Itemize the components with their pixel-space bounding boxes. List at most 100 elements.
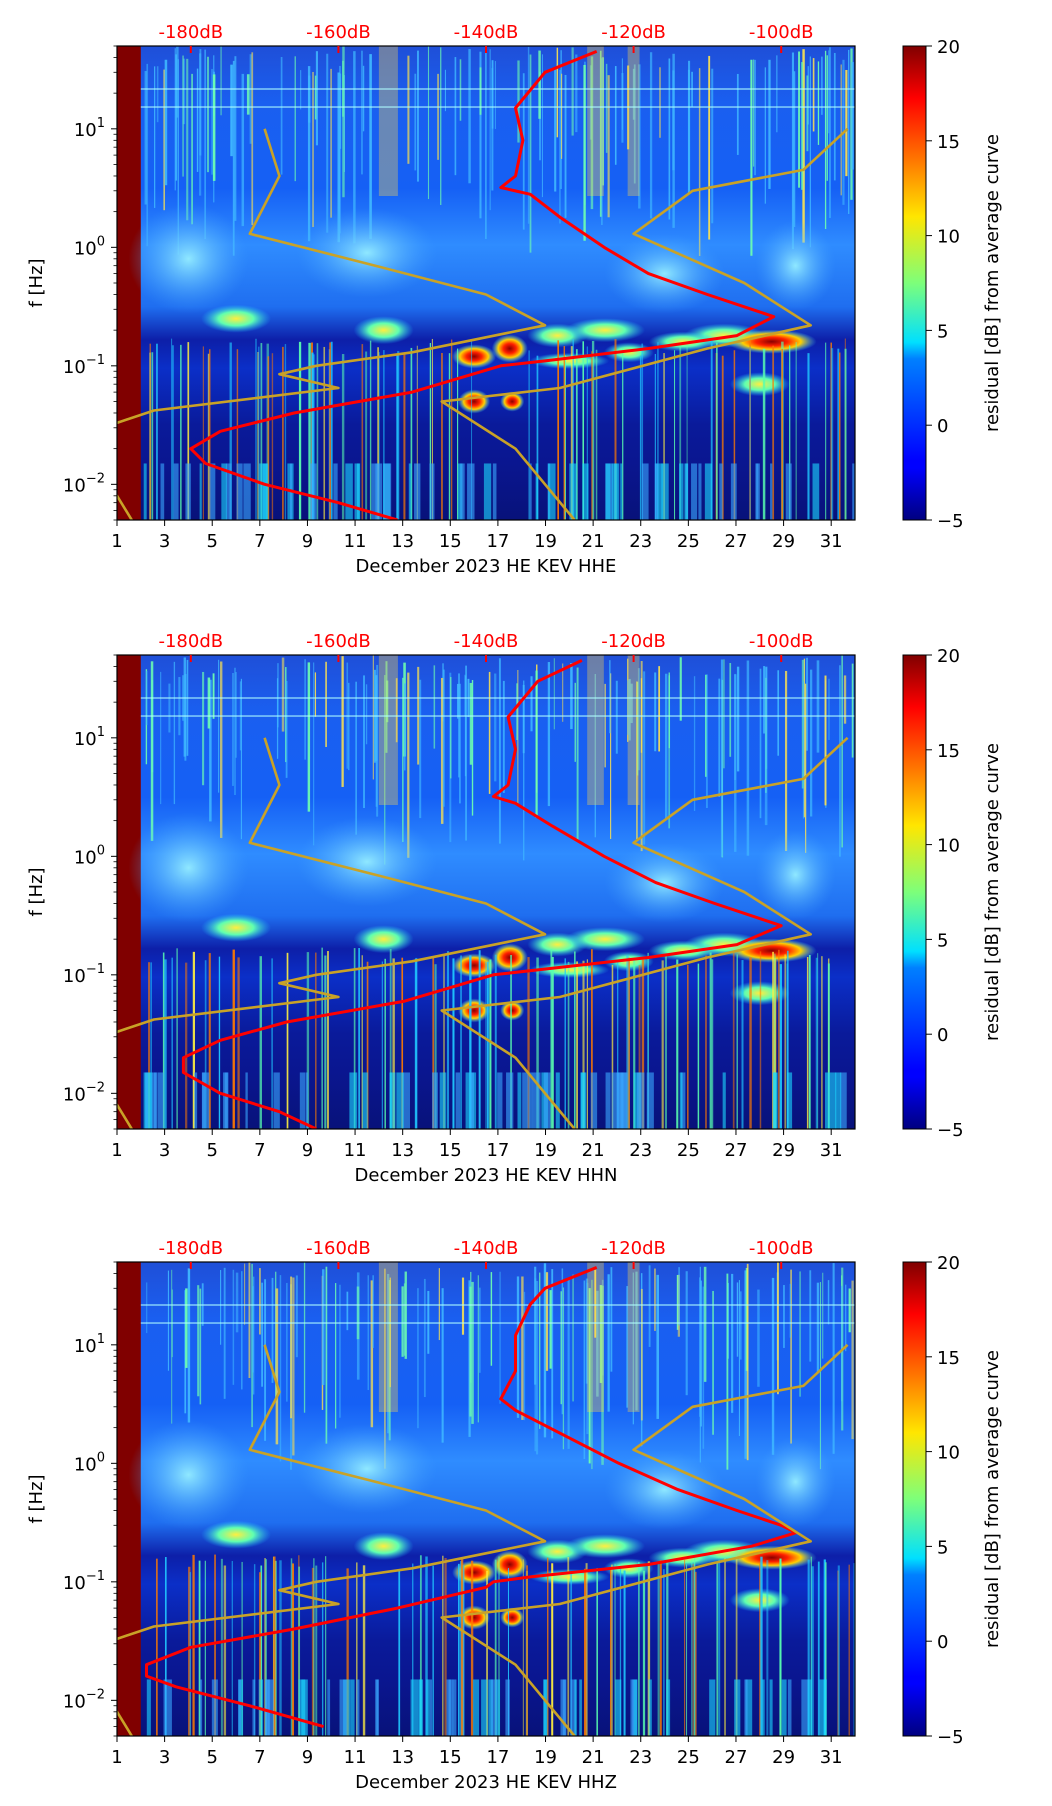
low-freq-stripe: [188, 1566, 191, 1736]
x-tick-label: 29: [772, 1747, 795, 1768]
low-band-block: [185, 463, 191, 520]
low-freq-stripe: [470, 340, 473, 520]
low-freq-stripe: [716, 1562, 719, 1736]
spectral-streak: [307, 662, 311, 812]
low-freq-stripe: [316, 343, 319, 520]
low-band-block: [481, 1679, 488, 1736]
low-band-block: [225, 463, 232, 520]
microseism-blob: [201, 304, 272, 333]
spectral-streak: [315, 51, 318, 146]
x-tick-label: 11: [344, 1140, 367, 1161]
low-freq-stripe: [641, 959, 645, 1129]
low-freq-stripe: [323, 346, 326, 520]
colorbar-tick-label: 20: [937, 1253, 960, 1274]
low-band-block: [590, 1072, 598, 1129]
spectral-streak: [736, 73, 739, 155]
spectral-streak: [154, 66, 156, 208]
low-freq-stripe: [666, 1560, 669, 1736]
spectral-streak: [234, 56, 237, 221]
spectral-streak: [841, 1285, 843, 1420]
spectral-streak: [218, 659, 220, 793]
spectral-streak: [502, 680, 505, 793]
spectral-streak: [187, 1268, 191, 1423]
low-band-block: [345, 463, 353, 520]
low-freq-stripe: [232, 949, 235, 1129]
low-freq-stripe: [591, 340, 595, 520]
low-band-block: [704, 463, 713, 520]
spectral-streak: [824, 50, 827, 230]
low-band-block: [618, 1072, 624, 1129]
low-band-block: [605, 463, 611, 520]
low-freq-stripe: [779, 964, 782, 1129]
spectral-streak: [223, 1267, 226, 1399]
low-freq-stripe: [839, 352, 841, 520]
low-freq-stripe: [486, 961, 489, 1129]
spectral-streak: [450, 677, 452, 779]
low-freq-stripe: [536, 355, 539, 520]
nlnm-curve: [117, 737, 547, 1129]
colorbar-title: residual [dB] from average curve: [982, 134, 1003, 432]
x-tick-label: 9: [302, 531, 313, 552]
low-freq-stripe: [536, 957, 539, 1129]
low-freq-stripe: [325, 1556, 327, 1736]
microseism-blob: [491, 1550, 528, 1579]
colorbar-tick-label: 0: [937, 1632, 948, 1653]
low-freq-stripe: [460, 1558, 464, 1736]
low-freq-stripe: [697, 963, 700, 1129]
low-freq-stripe: [384, 958, 386, 1129]
low-freq-stripe: [510, 954, 512, 1129]
spectral-streak: [177, 59, 179, 255]
microseism-blob: [201, 913, 272, 942]
spectral-line: [140, 1304, 855, 1306]
low-band-block: [343, 1679, 351, 1736]
low-freq-stripe: [327, 951, 329, 1129]
low-freq-stripe: [741, 960, 744, 1129]
x-tick-label: 7: [254, 1140, 265, 1161]
spectral-streak: [777, 1262, 779, 1395]
low-band-block: [160, 463, 165, 520]
spectral-streak: [241, 73, 245, 227]
microseism-blob: [296, 1423, 437, 1514]
low-band-block: [349, 1072, 358, 1129]
low-freq-stripe: [815, 957, 818, 1129]
low-freq-stripe: [253, 1564, 256, 1736]
low-freq-stripe: [567, 961, 570, 1129]
low-freq-stripe: [784, 954, 787, 1129]
x-tick-label: 13: [391, 531, 414, 552]
low-freq-stripe: [564, 355, 566, 520]
low-band-block: [661, 463, 669, 520]
spectral-streak: [313, 662, 315, 846]
low-freq-stripe: [808, 954, 811, 1129]
low-freq-stripe: [811, 1566, 814, 1736]
spectral-streak: [374, 675, 378, 761]
low-band-block: [452, 1679, 457, 1736]
low-freq-stripe: [614, 339, 617, 520]
spectral-streak: [488, 671, 491, 794]
spectral-streak: [385, 680, 389, 723]
spectral-streak: [798, 51, 801, 188]
spectral-streak: [633, 64, 636, 184]
spectral-streak: [740, 1291, 742, 1360]
low-band-block: [770, 463, 773, 520]
spectral-streak: [731, 1273, 734, 1413]
spectral-streak: [407, 672, 410, 858]
spectral-streak: [654, 1268, 656, 1331]
low-band-block: [492, 463, 497, 520]
low-freq-stripe: [315, 1565, 318, 1736]
x-tick-label: 31: [820, 531, 843, 552]
spectral-streak: [845, 1284, 847, 1352]
nhnm-curve: [440, 736, 849, 1129]
low-band-block: [419, 1679, 422, 1736]
low-freq-stripe: [229, 342, 232, 520]
microseism-blob: [565, 927, 646, 952]
low-band-block: [734, 1679, 741, 1736]
low-band-block: [744, 1679, 748, 1736]
spectral-streak: [199, 49, 202, 156]
low-freq-stripe: [647, 1561, 651, 1736]
low-band-block: [684, 463, 688, 520]
low-freq-stripe: [760, 1556, 763, 1736]
low-freq-stripe: [383, 350, 385, 520]
microseism-blob: [353, 316, 414, 345]
low-freq-stripe: [237, 957, 240, 1129]
low-freq-stripe: [176, 948, 178, 1129]
